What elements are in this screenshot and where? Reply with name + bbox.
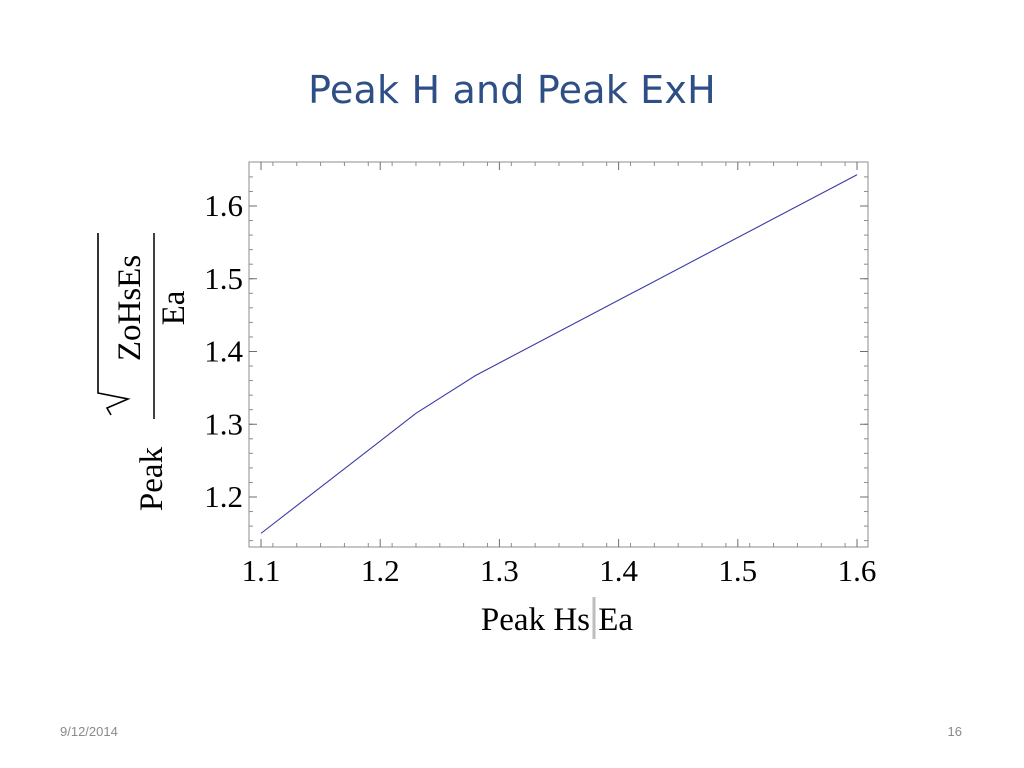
y-axis-label-numerator: ZoHsEs xyxy=(112,255,148,361)
slide-page-number: 16 xyxy=(947,724,962,739)
x-tick-label: 1.3 xyxy=(480,553,519,588)
y-axis-label-prefix: Peak xyxy=(134,446,170,511)
x-tick-label: 1.4 xyxy=(599,553,638,588)
y-axis-label-denominator: Ea xyxy=(156,290,192,325)
plot-frame xyxy=(248,161,869,548)
series-layer xyxy=(260,174,858,534)
y-tick-label: 1.2 xyxy=(204,479,243,514)
x-tick-label: 1.6 xyxy=(838,553,877,588)
x-tick-labels: 1.1 1.2 1.3 1.4 1.5 1.6 xyxy=(242,553,877,588)
x-tick-label: 1.2 xyxy=(361,553,400,588)
sqrt-sign-icon xyxy=(97,233,131,416)
slide-title: Peak H and Peak ExH xyxy=(308,68,716,112)
minor-ticks xyxy=(249,162,868,547)
y-tick-label: 1.6 xyxy=(204,188,243,223)
x-tick-label: 1.1 xyxy=(242,553,281,588)
y-axis-label: Peak ZoHsEs Ea xyxy=(97,233,192,511)
y-tick-label: 1.5 xyxy=(204,261,243,296)
y-tick-label: 1.3 xyxy=(204,406,243,441)
slide-date: 9/12/2014 xyxy=(60,724,118,739)
series-line xyxy=(260,174,858,534)
y-tick-label: 1.4 xyxy=(204,334,243,369)
x-tick-label: 1.5 xyxy=(718,553,757,588)
major-ticks xyxy=(249,162,868,547)
y-tick-labels: 1.2 1.3 1.4 1.5 1.6 xyxy=(204,188,243,514)
x-axis-label: Peak Hs Ea xyxy=(481,602,633,638)
